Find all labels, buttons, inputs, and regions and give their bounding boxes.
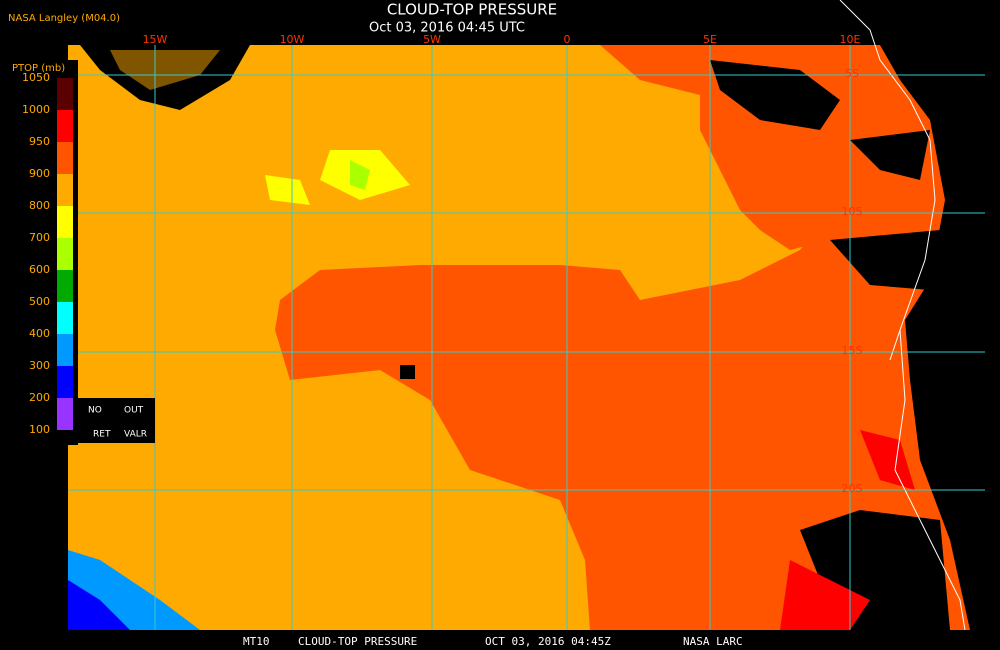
legend-tick-label: 1050 — [22, 71, 50, 84]
longitude-label: 10W — [280, 33, 305, 46]
no-retrieval-label: OUT — [124, 406, 144, 416]
legend-tick-label: 500 — [29, 295, 50, 308]
longitude-label: 0 — [564, 33, 571, 46]
legend-swatch — [57, 110, 73, 142]
longitude-label: 15W — [143, 33, 168, 46]
title: CLOUD-TOP PRESSURE — [387, 1, 557, 19]
footer-text: MT10 — [243, 635, 270, 648]
legend-tick-label: 600 — [29, 263, 50, 276]
clear-sky — [710, 60, 840, 130]
clear-sky — [830, 230, 940, 290]
legend-swatch — [57, 206, 73, 238]
footer-text: OCT 03, 2016 04:45Z — [485, 635, 611, 648]
footer-text: NASA LARC — [683, 635, 743, 648]
source-label: NASA Langley (M04.0) — [8, 13, 120, 24]
cloud-patch — [110, 50, 220, 90]
longitude-label: 10E — [840, 33, 861, 46]
legend-swatch — [57, 174, 73, 206]
clear-sky — [850, 130, 930, 180]
high-low-cloud — [860, 430, 915, 490]
land — [880, 45, 985, 630]
no-retrieval-label: NO — [88, 406, 102, 416]
color-legend: PTOP (mb)1050 1000 950 900 800 700 600 500 400 30… — [0, 60, 155, 445]
legend-swatch — [57, 142, 73, 174]
mid-cloud — [265, 175, 310, 205]
legend-tick-label: 200 — [29, 391, 50, 404]
footer-text: CLOUD-TOP PRESSURE — [298, 635, 417, 648]
mid-cloud-area — [275, 45, 985, 630]
longitude-label: 5W — [423, 33, 441, 46]
legend-tick-label: 300 — [29, 359, 50, 372]
graticule: 15W 10W 5W 0 5E 10E 5S 10S 15S 20S — [68, 33, 985, 630]
footer: MT10 CLOUD-TOP PRESSURE OCT 03, 2016 04:45… — [243, 635, 743, 648]
legend-tick-label: 900 — [29, 167, 50, 180]
high-cloud — [68, 580, 130, 630]
no-retrieval-label: VALR — [124, 430, 147, 440]
mid-cloud — [350, 160, 370, 190]
coastline — [839, 0, 936, 331]
longitude-label: 5E — [703, 33, 717, 46]
legend-swatch — [57, 366, 73, 398]
legend-swatch — [57, 398, 73, 430]
high-low-cloud — [780, 560, 870, 630]
legend-swatch — [57, 78, 73, 110]
legend-tick-label: 700 — [29, 231, 50, 244]
legend-swatch — [57, 238, 73, 270]
legend-swatch — [57, 270, 73, 302]
no-retrieval-box — [78, 398, 155, 443]
legend-tick-label: 800 — [29, 199, 50, 212]
legend-tick-label: 100 — [29, 423, 50, 436]
latitude-label: 15S — [842, 344, 863, 357]
legend-swatch — [57, 334, 73, 366]
legend-tick-label: 1000 — [22, 103, 50, 116]
clear-sky — [400, 365, 415, 379]
legend-title: PTOP (mb) — [12, 63, 65, 74]
datetime: Oct 03, 2016 04:45 UTC — [369, 21, 525, 36]
cloud-imagery — [68, 0, 985, 631]
no-retrieval-label: RET — [93, 430, 111, 440]
legend-tick-label: 400 — [29, 327, 50, 340]
latitude-label: 20S — [842, 482, 863, 495]
latitude-label: 5S — [845, 67, 859, 80]
legend-tick-label: 950 — [29, 135, 50, 148]
latitude-label: 10S — [842, 205, 863, 218]
legend-swatch — [57, 302, 73, 334]
